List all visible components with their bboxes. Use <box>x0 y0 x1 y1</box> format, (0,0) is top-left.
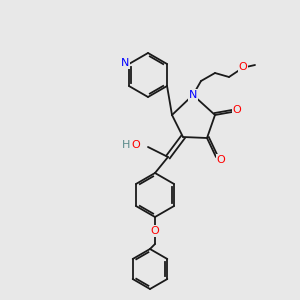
Text: O: O <box>232 105 242 115</box>
Text: O: O <box>151 226 159 236</box>
Text: N: N <box>189 90 197 100</box>
Text: N: N <box>121 58 129 68</box>
Text: O: O <box>217 155 225 165</box>
Text: O: O <box>132 140 140 150</box>
Text: O: O <box>238 62 247 72</box>
Text: H: H <box>122 140 130 150</box>
